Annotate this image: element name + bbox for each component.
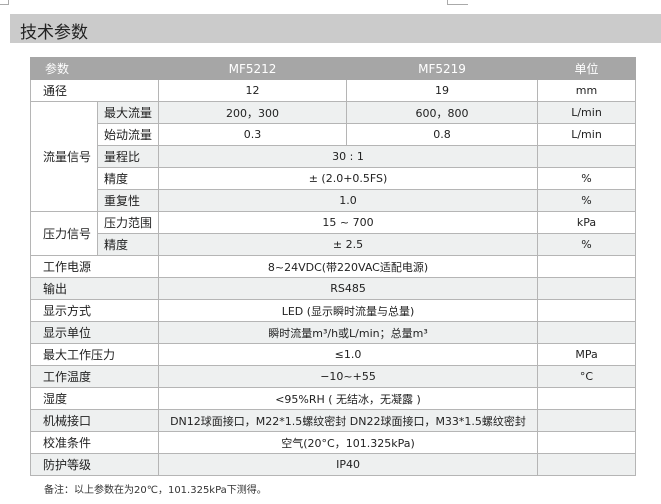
unit-cell — [537, 277, 637, 300]
param-label: 精度 — [96, 233, 160, 256]
table-row: 湿度 <95%RH ( 无结冰，无凝露 ) — [29, 387, 637, 410]
param-label: 工作电源 — [29, 255, 160, 278]
unit-cell — [537, 299, 637, 322]
section-title: 技术参数 — [20, 23, 88, 43]
param-label: 始动流量 — [96, 123, 160, 146]
crop-mark-left — [0, 0, 9, 5]
value-cell: 15 ~ 700 — [158, 211, 539, 234]
value-cell: LED (显示瞬时流量与总量) — [158, 299, 539, 322]
value-cell: ≤1.0 — [158, 343, 539, 366]
table-row: 输出 RS485 — [29, 277, 637, 300]
unit-cell — [537, 255, 637, 278]
crop-mark-right — [447, 0, 468, 5]
value-cell: 1.0 — [158, 189, 539, 212]
section-banner: 技术参数 — [10, 14, 661, 43]
value-cell: ± (2.0+0.5FS) — [158, 167, 539, 190]
value-cell: RS485 — [158, 277, 539, 300]
param-label: 通径 — [29, 79, 160, 102]
unit-cell: L/min — [537, 101, 637, 124]
footnote: 备注：以上参数在为20℃，101.325kPa下测得。 — [44, 485, 267, 496]
value-mf5212: 0.3 — [158, 123, 348, 146]
table-row: 显示单位 瞬时流量m³/h或L/min；总量m³ — [29, 321, 637, 344]
value-mf5219: 0.8 — [346, 123, 539, 146]
value-cell: DN12球面接口，M22*1.5螺纹密封 DN22球面接口，M33*1.5螺纹密… — [158, 409, 539, 432]
table-row: 工作温度 −10~+55 °C — [29, 365, 637, 388]
value-mf5212: 12 — [158, 79, 348, 102]
param-label: 工作温度 — [29, 365, 160, 388]
param-label: 湿度 — [29, 387, 160, 410]
table-row: 精度 ± 2.5% — [31, 233, 637, 256]
param-label: 最大流量 — [96, 101, 160, 124]
value-cell: 8~24VDC(带220VAC适配电源) — [158, 255, 539, 278]
value-cell: IP40 — [158, 453, 539, 476]
unit-cell: L/min — [537, 123, 637, 146]
unit-cell: °C — [537, 365, 637, 388]
unit-cell — [537, 431, 637, 454]
param-label: 压力范围 — [96, 211, 160, 234]
table-row: 始动流量 0.3 0.8 L/min — [31, 123, 637, 146]
unit-cell — [537, 387, 637, 410]
value-mf5212: 200，300 — [158, 101, 348, 124]
table-header: 参数 MF5212 MF5219 单位 — [29, 57, 637, 80]
group-label: 流量信号 — [30, 101, 98, 212]
table-row: 量程比 30 : 1 — [31, 145, 637, 168]
table-row: 通径 12 19 mm — [29, 79, 637, 102]
param-label: 输出 — [29, 277, 160, 300]
unit-cell — [537, 321, 637, 344]
param-label: 防护等级 — [29, 453, 160, 476]
value-cell: ± 2.5 — [158, 233, 539, 256]
header-unit: 单位 — [537, 57, 637, 80]
value-cell: −10~+55 — [158, 365, 539, 388]
table-row: 精度 ± (2.0+0.5FS)% — [31, 167, 637, 190]
header-model2: MF5219 — [346, 57, 539, 80]
table-row: 显示方式 LED (显示瞬时流量与总量) — [29, 299, 637, 322]
table-row: 重复性 1.0% — [31, 189, 637, 212]
unit-cell: MPa — [537, 343, 637, 366]
header-param: 参数 — [29, 57, 160, 80]
unit-cell: kPa — [537, 211, 637, 234]
param-label: 显示单位 — [29, 321, 160, 344]
unit-cell — [537, 409, 637, 432]
table-row: 最大工作压力 ≤1.0 MPa — [29, 343, 637, 366]
table-row: 机械接口 DN12球面接口，M22*1.5螺纹密封 DN22球面接口，M33*1.… — [29, 409, 637, 432]
value-cell: 瞬时流量m³/h或L/min；总量m³ — [158, 321, 539, 344]
value-mf5219: 19 — [346, 79, 539, 102]
value-cell: 空气(20°C，101.325kPa) — [158, 431, 539, 454]
param-label: 机械接口 — [29, 409, 160, 432]
table-row: 压力信号 压力范围 15 ~ 700 kPa — [30, 211, 637, 256]
value-cell: <95%RH ( 无结冰，无凝露 ) — [158, 387, 539, 410]
unit-cell — [537, 453, 637, 476]
unit-cell: % — [537, 167, 637, 190]
unit-cell: % — [537, 233, 637, 256]
param-label: 重复性 — [96, 189, 160, 212]
group-label: 压力信号 — [30, 211, 98, 256]
param-label: 精度 — [96, 167, 160, 190]
spec-table: 参数 MF5212 MF5219 单位 通径 12 19 mm 流量信号 最大流量 200，… — [29, 57, 637, 476]
param-label: 最大工作压力 — [29, 343, 160, 366]
header-model1: MF5212 — [158, 57, 348, 80]
table-row: 校准条件 空气(20°C，101.325kPa) — [29, 431, 637, 454]
unit-cell: % — [537, 189, 637, 212]
table-row: 防护等级 IP40 — [29, 453, 637, 476]
unit-cell: mm — [537, 79, 637, 102]
table-row: 工作电源 8~24VDC(带220VAC适配电源) — [29, 255, 637, 278]
value-cell: 30 : 1 — [158, 145, 539, 168]
param-label: 显示方式 — [29, 299, 160, 322]
param-label: 校准条件 — [29, 431, 160, 454]
param-label: 量程比 — [96, 145, 160, 168]
unit-cell — [537, 145, 637, 168]
value-mf5219: 600，800 — [346, 101, 539, 124]
table-row: 流量信号 最大流量 200，300 600，800 L/min — [30, 101, 637, 212]
